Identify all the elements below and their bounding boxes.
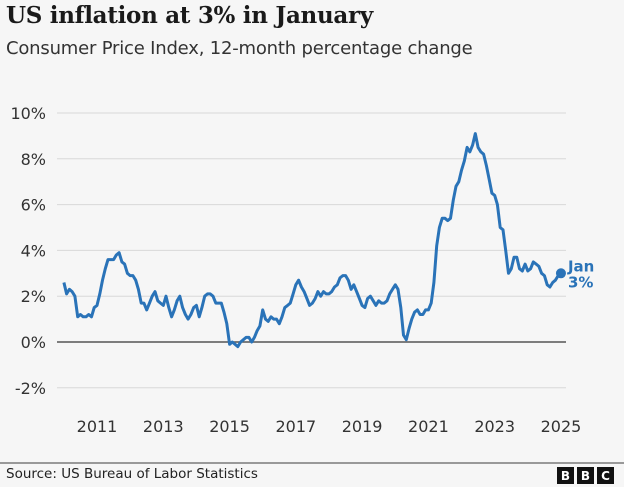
y-tick-label: 2% bbox=[21, 287, 46, 306]
x-tick-label: 2015 bbox=[209, 417, 250, 436]
chart-subtitle: Consumer Price Index, 12-month percentag… bbox=[6, 38, 473, 59]
y-tick-label: 4% bbox=[21, 241, 46, 260]
source-note: Source: US Bureau of Labor Statistics bbox=[6, 466, 258, 482]
bbc-logo-block: B bbox=[577, 467, 594, 484]
line-chart: -2% 0% 2% 4% 6% 8% 10% 2011 2013 2015 2017 2019 202… bbox=[10, 104, 594, 436]
x-tick-label: 2019 bbox=[342, 417, 383, 436]
latest-point-marker bbox=[555, 268, 566, 279]
annotation-value: 3% bbox=[568, 273, 593, 291]
y-tick-label: 0% bbox=[21, 333, 46, 352]
x-tick-label: 2021 bbox=[408, 417, 449, 436]
x-tick-label: 2013 bbox=[143, 417, 184, 436]
y-tick-label: -2% bbox=[15, 379, 46, 398]
x-tick-label: 2023 bbox=[474, 417, 515, 436]
bbc-logo: B B C bbox=[557, 467, 614, 484]
x-tick-label: 2025 bbox=[541, 417, 582, 436]
x-tick-label: 2017 bbox=[275, 417, 316, 436]
series-line-cpi bbox=[62, 132, 562, 349]
y-tick-label: 8% bbox=[21, 150, 46, 169]
y-tick-label: 6% bbox=[21, 196, 46, 215]
x-tick-label: 2011 bbox=[77, 417, 118, 436]
footer-divider bbox=[0, 462, 624, 464]
y-tick-label: 10% bbox=[10, 104, 46, 123]
bbc-logo-block: C bbox=[597, 467, 614, 484]
annotation-month: Jan bbox=[567, 257, 594, 275]
chart-title: US inflation at 3% in January bbox=[6, 2, 373, 29]
bbc-logo-block: B bbox=[557, 467, 574, 484]
